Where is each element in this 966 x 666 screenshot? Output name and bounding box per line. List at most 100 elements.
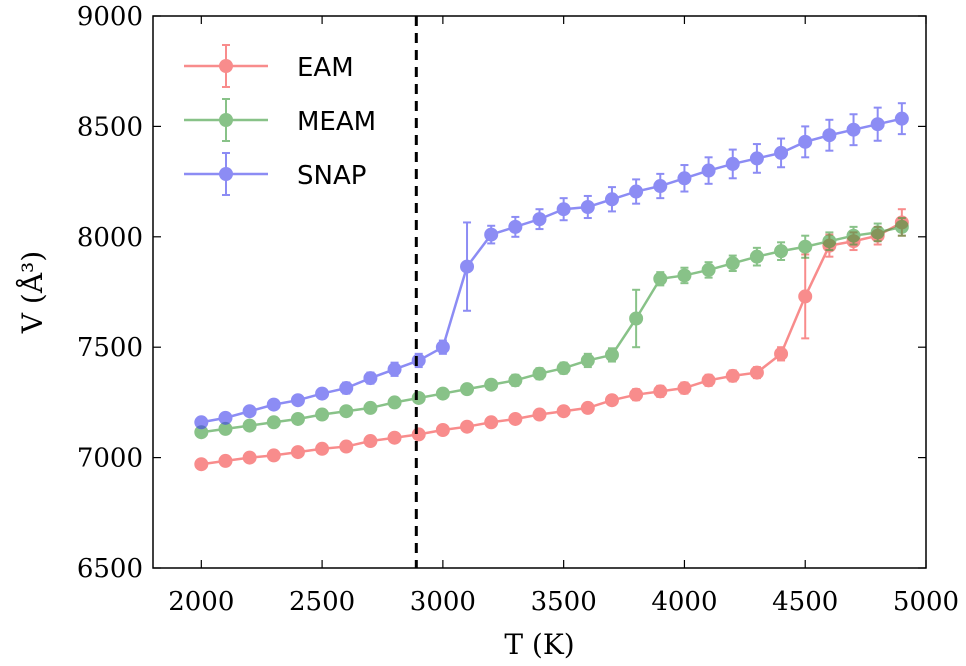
x-tick-label: 5000 <box>893 587 959 617</box>
data-point <box>725 368 740 383</box>
data-point <box>290 411 305 426</box>
legend-label: EAM <box>297 53 354 83</box>
data-point <box>387 395 402 410</box>
data-point <box>363 434 378 449</box>
series-snap <box>194 102 909 430</box>
x-tick-label: 2500 <box>289 587 355 617</box>
data-point <box>725 156 740 171</box>
data-point <box>508 411 523 426</box>
y-tick-label: 8500 <box>77 112 143 142</box>
data-point <box>387 430 402 445</box>
y-tick-label: 7000 <box>77 444 143 474</box>
data-point <box>484 377 499 392</box>
x-tick-label: 3000 <box>410 587 476 617</box>
data-point <box>411 353 426 368</box>
data-point <box>194 415 209 430</box>
x-tick-label: 4500 <box>772 587 838 617</box>
data-point <box>653 271 668 286</box>
legend-marker <box>219 167 233 181</box>
data-point <box>290 445 305 460</box>
data-point <box>435 386 450 401</box>
data-point <box>556 202 571 217</box>
data-point <box>315 407 330 422</box>
legend-item-snap: SNAP <box>184 152 366 196</box>
data-point <box>339 404 354 419</box>
data-point <box>580 400 595 415</box>
data-point <box>435 340 450 355</box>
data-point <box>242 450 257 465</box>
data-point <box>653 384 668 399</box>
data-point <box>701 163 716 178</box>
data-point <box>484 227 499 242</box>
legend-swatch <box>184 44 268 88</box>
data-point <box>339 439 354 454</box>
data-point <box>508 373 523 388</box>
x-tick-label: 3500 <box>531 587 597 617</box>
data-point <box>725 256 740 271</box>
data-point <box>580 199 595 214</box>
legend-swatch <box>184 152 268 196</box>
data-point <box>701 373 716 388</box>
data-point <box>532 366 547 381</box>
data-point <box>774 346 789 361</box>
data-point <box>894 219 909 234</box>
data-point <box>580 353 595 368</box>
data-point <box>411 390 426 405</box>
data-point <box>798 289 813 304</box>
data-point <box>460 382 475 397</box>
data-point <box>339 381 354 396</box>
data-point <box>629 184 644 199</box>
legend-marker <box>219 59 233 73</box>
data-point <box>604 347 619 362</box>
data-point <box>363 371 378 386</box>
data-point <box>798 134 813 149</box>
data-point <box>435 423 450 437</box>
data-point <box>701 262 716 277</box>
x-tick-label: 2000 <box>168 587 234 617</box>
data-point <box>774 244 789 259</box>
legend: EAM MEAM SNAP <box>184 44 376 196</box>
data-point <box>894 111 909 126</box>
data-point <box>677 171 692 186</box>
data-point <box>363 400 378 415</box>
data-point <box>411 427 426 442</box>
data-point <box>315 386 330 401</box>
plot-frame <box>152 15 927 569</box>
data-point <box>194 457 209 472</box>
data-point <box>242 404 257 419</box>
data-point <box>460 259 475 274</box>
data-point <box>387 362 402 377</box>
data-point <box>604 393 619 408</box>
data-point <box>266 415 281 430</box>
data-point <box>290 393 305 408</box>
axis-ticks: 2000 2500 3000 3500 4000 4500 5000 6500 7000 7500… <box>77 2 959 617</box>
series-line <box>201 221 903 466</box>
data-point <box>870 117 885 132</box>
data-point <box>604 192 619 207</box>
data-point <box>556 361 571 376</box>
data-point <box>556 404 571 419</box>
data-point <box>629 387 644 402</box>
legend-item-eam: EAM <box>184 44 354 88</box>
data-point <box>218 410 233 425</box>
data-point <box>822 128 837 143</box>
data-point <box>677 381 692 396</box>
legend-marker <box>219 113 233 127</box>
data-point <box>677 268 692 283</box>
data-point <box>653 179 668 194</box>
data-point <box>749 151 764 166</box>
data-point <box>266 448 281 463</box>
legend-label: MEAM <box>297 107 376 137</box>
data-point <box>846 122 861 137</box>
x-axis-label: T (K) <box>504 628 574 661</box>
data-point <box>870 225 885 240</box>
data-point <box>774 145 789 160</box>
plot-marks <box>194 102 909 472</box>
y-tick-label: 8000 <box>77 223 143 253</box>
data-point <box>218 453 233 468</box>
data-point <box>266 397 281 412</box>
data-point <box>484 415 499 430</box>
legend-swatch <box>184 98 268 142</box>
x-tick-label: 4000 <box>651 587 717 617</box>
